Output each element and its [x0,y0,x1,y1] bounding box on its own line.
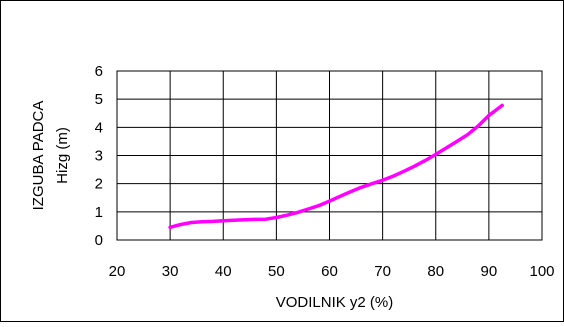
x-tick-label: 20 [109,263,126,280]
y-tick-label: 1 [95,204,103,221]
x-tick-label: 100 [529,263,554,280]
x-tick-label: 70 [374,263,391,280]
x-axis-label: VODILNIK y2 (%) [276,294,394,311]
y-tick-label: 0 [95,232,103,249]
x-tick-label: 80 [427,263,444,280]
x-tick-label: 30 [162,263,179,280]
y-tick-label: 4 [95,119,103,136]
y-tick-label: 3 [95,148,103,165]
y-tick-label: 6 [95,63,103,80]
y-tick-labels: 0 1 2 3 4 5 6 [95,63,103,249]
x-tick-label: 90 [481,263,498,280]
x-tick-label: 40 [215,263,232,280]
series-line [168,103,504,230]
x-tick-labels: 20 30 40 50 60 70 80 90 100 [109,263,555,280]
x-tick-label: 60 [321,263,338,280]
plot-area-frame [116,70,543,241]
y-axis-label-line-2: Hizg (m) [54,127,71,184]
y-tick-label: 2 [95,176,103,193]
y-axis-label-line-1: IZGUBA PADCA [30,101,47,211]
x-tick-label: 50 [268,263,285,280]
y-tick-label: 5 [95,91,103,108]
